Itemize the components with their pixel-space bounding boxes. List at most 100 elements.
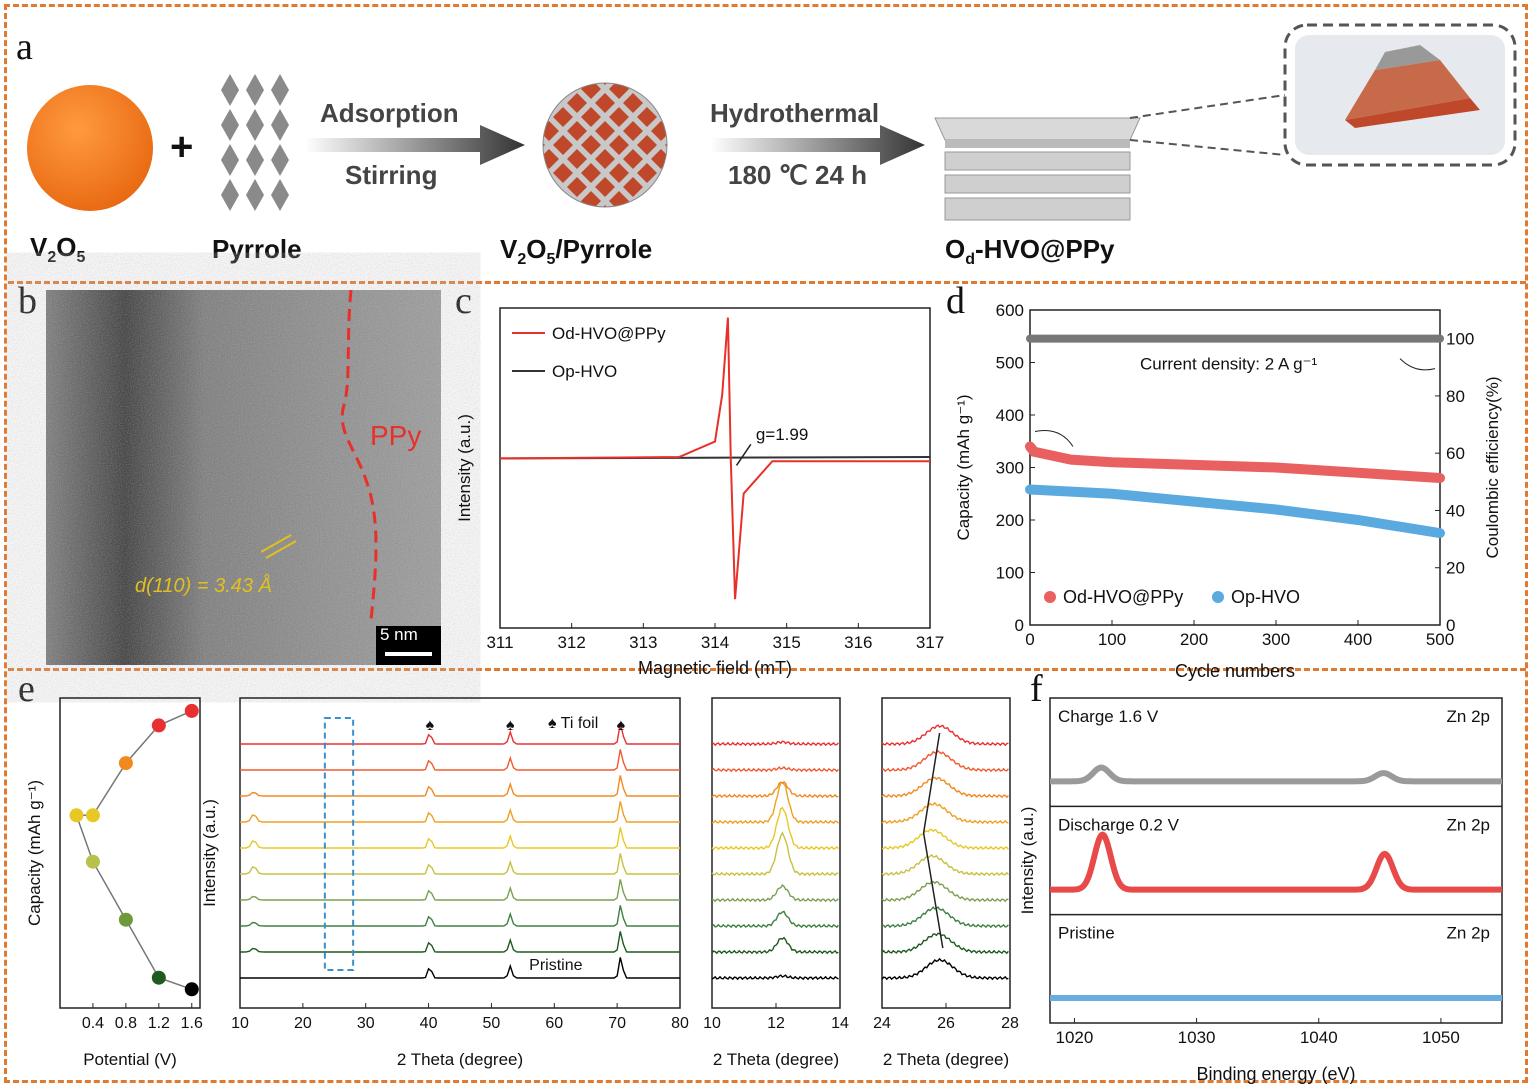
chart-e1-point xyxy=(151,970,166,985)
chart-d-annotation: Current density: 2 A g⁻¹ xyxy=(1140,355,1318,374)
chart-chartE4-trace xyxy=(881,853,1009,877)
chart-e2-x-tick-label: 40 xyxy=(420,1015,438,1032)
chart-d-x-tick-label: 500 xyxy=(1426,630,1454,649)
chart-f-spectrum xyxy=(1050,764,1502,785)
chart-e1-xlabel: Potential (V) xyxy=(83,1050,177,1069)
chart-f-panel-label: Discharge 0.2 V xyxy=(1058,815,1180,834)
chart-e1-path xyxy=(75,710,193,991)
checker-tile xyxy=(651,83,667,85)
checker-tile xyxy=(623,205,643,207)
pyrrole-diamond xyxy=(271,179,289,211)
checker-tile xyxy=(623,121,643,141)
chart-f-spectrum xyxy=(1050,831,1502,893)
row-divider-2 xyxy=(8,668,1526,671)
chart-c-x-tick-label: 311 xyxy=(486,633,513,652)
chart-chartE4-trace xyxy=(881,801,1009,825)
chart-d-arrow-right xyxy=(1399,358,1436,371)
pyrrole-diamond xyxy=(221,109,239,141)
label-stirring: Stirring xyxy=(345,160,438,190)
chart-c-x-tick-label: 314 xyxy=(701,633,729,652)
chart-d-y2-tick-label: 100 xyxy=(1446,330,1474,349)
chart-e2-x-tick-label: 20 xyxy=(294,1015,312,1032)
pyrrole-diamond xyxy=(246,179,264,211)
panel-label-c: c xyxy=(455,280,472,322)
chart-e1-x-tick-label: 0.4 xyxy=(82,1015,104,1032)
chart-chartE4-xlabel: 2 Theta (degree) xyxy=(883,1050,1009,1069)
chart-e1-point xyxy=(118,912,133,927)
chart-chartE3-trace xyxy=(711,831,839,877)
chart-d-ylabel-right: Coulombic efficiency(%) xyxy=(1483,376,1502,558)
checker-tile xyxy=(567,205,587,207)
chart-c-x-tick-label: 317 xyxy=(916,633,944,652)
checker-tile xyxy=(595,149,615,169)
chart-c-x-tick-label: 316 xyxy=(844,633,872,652)
chart-e2-ylabel: Intensity (a.u.) xyxy=(200,799,219,907)
v2o5-pyrrole-sphere xyxy=(543,83,667,207)
checker-tile xyxy=(665,83,667,99)
chart-d-x-tick-label: 100 xyxy=(1098,630,1126,649)
hvo-layers xyxy=(934,117,1141,221)
chart-f-x-tick-label: 1040 xyxy=(1300,1028,1338,1047)
chart-chartE4-trace xyxy=(881,906,1009,929)
chart-chartE3-trace xyxy=(711,765,839,773)
chart-d-legend-label: Op-HVO xyxy=(1231,587,1300,607)
label-v2o5: V2O5 xyxy=(30,232,86,267)
checker-tile xyxy=(623,149,643,169)
checker-tile xyxy=(543,83,545,99)
chart-c-ylabel: Intensity (a.u.) xyxy=(455,414,474,522)
arrow-hydrothermal xyxy=(710,125,925,165)
chart-f-x-tick-label: 1050 xyxy=(1422,1028,1460,1047)
checker-tile xyxy=(595,121,615,141)
checker-tile xyxy=(553,163,573,183)
panel-label-f: f xyxy=(1030,668,1043,710)
chart-c-annotation: g=1.99 xyxy=(756,425,808,444)
checker-tile xyxy=(609,163,629,183)
chart-e2-highlight-box xyxy=(323,717,355,971)
checker-tile xyxy=(543,83,559,85)
chart-e2-x-tick-label: 70 xyxy=(608,1015,626,1032)
checker-tile xyxy=(567,149,587,169)
chart-e1-point xyxy=(118,756,133,771)
chart-e2-trace xyxy=(239,853,680,875)
chart-e2-x-tick-label: 60 xyxy=(545,1015,563,1032)
pyrrole-diamond xyxy=(221,144,239,176)
chart-e1-point xyxy=(184,982,199,997)
chart-chartE3-x-tick-label: 14 xyxy=(831,1015,849,1032)
checker-tile xyxy=(543,191,545,207)
chart-e2-trace xyxy=(239,801,680,823)
label-product: Od-HVO@PPy xyxy=(945,234,1115,269)
scale-bar-label: 5 nm xyxy=(380,625,418,644)
pyrrole-diamond xyxy=(271,144,289,176)
pyrrole-diamond xyxy=(271,109,289,141)
chart-chartE3-trace xyxy=(711,974,839,981)
chart-f-panel-label: Charge 1.6 V xyxy=(1058,707,1159,726)
chart-d-y2-tick-label: 60 xyxy=(1446,444,1465,463)
chart-d-y-tick-label: 200 xyxy=(996,511,1024,530)
panel-label-d: d xyxy=(946,280,965,322)
checker-tile xyxy=(595,93,615,113)
checker-tile xyxy=(665,135,667,155)
v2o5-sphere xyxy=(27,85,153,211)
chart-e2-ti-marker: ♠ xyxy=(617,717,626,734)
chart-e1-point xyxy=(69,808,84,823)
checker-tile xyxy=(581,107,601,127)
panel-label-a: a xyxy=(16,26,33,68)
chart-chartE3-trace xyxy=(711,781,839,825)
chart-e-zoom1: 10 12 14 2 Theta (degree) xyxy=(703,697,849,1069)
checker-tile xyxy=(623,93,643,113)
chart-f-element-label: Zn 2p xyxy=(1447,924,1490,943)
chart-d-xlabel: Cycle numbers xyxy=(1175,661,1295,681)
checker-tile xyxy=(567,83,587,85)
chart-chartE4-trace xyxy=(881,724,1009,747)
checker-tile xyxy=(567,93,587,113)
chart-chartE3-trace xyxy=(711,806,839,851)
chart-e1-x-tick-label: 1.6 xyxy=(181,1015,203,1032)
checker-tile xyxy=(553,107,573,127)
chart-f-xps: 1020 1030 1040 1050 Binding energy (eV) Inten… xyxy=(1018,697,1503,1084)
chart-e1-point xyxy=(85,854,100,869)
chart-d-legend-swatch xyxy=(1212,591,1224,603)
chart-chartE3-x-tick-label: 10 xyxy=(703,1015,721,1032)
chart-e2-x-tick-label: 30 xyxy=(357,1015,375,1032)
row-divider-1 xyxy=(8,281,1526,284)
checker-tile xyxy=(623,177,643,197)
